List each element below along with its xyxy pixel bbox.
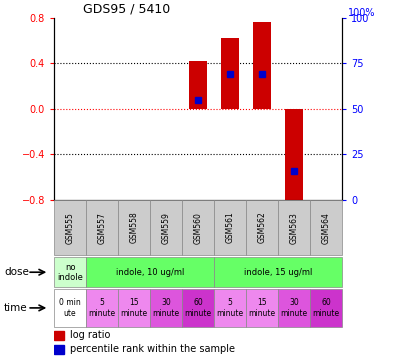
Text: 5
minute: 5 minute — [88, 298, 116, 318]
Text: no
indole: no indole — [57, 262, 83, 282]
Bar — [246, 289, 278, 327]
Bar — [150, 200, 182, 255]
Bar — [54, 289, 86, 327]
Bar — [118, 289, 150, 327]
Bar — [278, 289, 310, 327]
Bar — [285, 109, 303, 202]
Bar — [54, 200, 86, 255]
Text: 100%: 100% — [348, 8, 375, 18]
Text: percentile rank within the sample: percentile rank within the sample — [70, 345, 235, 355]
Bar — [310, 200, 342, 255]
Text: 60
minute: 60 minute — [184, 298, 212, 318]
Bar — [214, 289, 246, 327]
Text: 30
minute: 30 minute — [280, 298, 308, 318]
Bar — [214, 257, 342, 287]
Bar — [278, 200, 310, 255]
Text: 0 min
ute: 0 min ute — [59, 298, 81, 318]
Bar — [221, 38, 239, 109]
Bar — [54, 345, 64, 354]
Text: time: time — [4, 303, 28, 313]
Text: GSM562: GSM562 — [258, 212, 266, 243]
Text: GSM558: GSM558 — [130, 212, 138, 243]
Bar — [86, 289, 118, 327]
Bar — [182, 200, 214, 255]
Bar — [246, 200, 278, 255]
Text: GSM555: GSM555 — [66, 212, 74, 243]
Text: GDS95 / 5410: GDS95 / 5410 — [83, 2, 170, 15]
Bar — [86, 257, 214, 287]
Bar — [310, 289, 342, 327]
Text: GSM559: GSM559 — [162, 212, 170, 243]
Text: GSM561: GSM561 — [226, 212, 234, 243]
Bar — [54, 257, 86, 287]
Bar — [182, 289, 214, 327]
Text: 60
minute: 60 minute — [312, 298, 340, 318]
Text: indole, 15 ug/ml: indole, 15 ug/ml — [244, 268, 312, 277]
Bar — [118, 200, 150, 255]
Text: 30
minute: 30 minute — [152, 298, 180, 318]
Bar — [253, 22, 271, 109]
Text: indole, 10 ug/ml: indole, 10 ug/ml — [116, 268, 184, 277]
Text: 15
minute: 15 minute — [248, 298, 276, 318]
Text: 15
minute: 15 minute — [120, 298, 148, 318]
Text: GSM557: GSM557 — [98, 212, 106, 243]
Text: 5
minute: 5 minute — [216, 298, 244, 318]
Bar — [189, 61, 207, 109]
Text: GSM564: GSM564 — [322, 212, 330, 243]
Bar — [86, 200, 118, 255]
Text: log ratio: log ratio — [70, 330, 110, 340]
Text: GSM563: GSM563 — [290, 212, 298, 243]
Bar — [150, 289, 182, 327]
Bar — [54, 331, 64, 340]
Text: dose: dose — [4, 267, 29, 277]
Text: GSM560: GSM560 — [194, 212, 202, 243]
Bar — [214, 200, 246, 255]
